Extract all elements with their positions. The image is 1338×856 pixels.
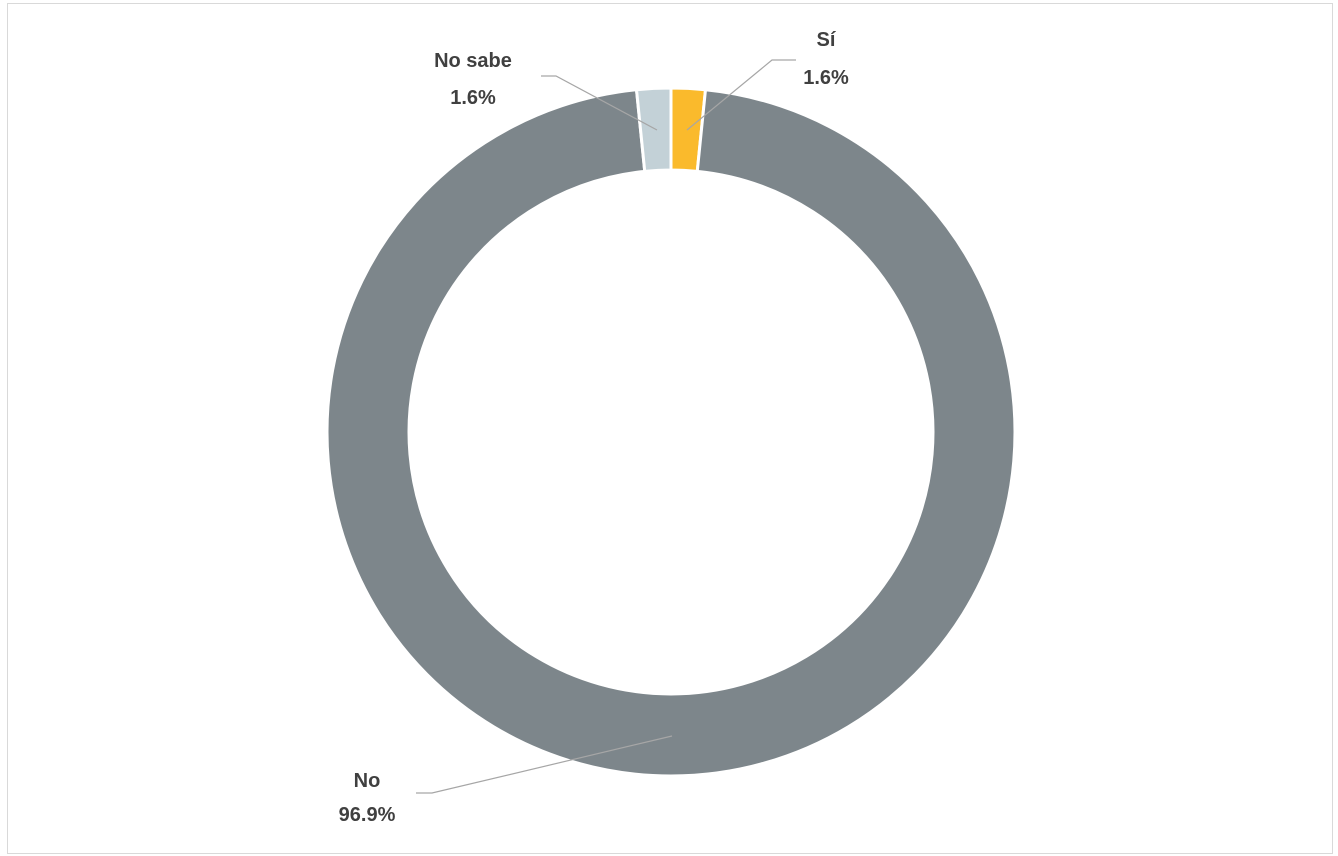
data-label-category: No sabe <box>434 50 512 72</box>
leader-line <box>541 75 658 131</box>
slice-no-sabe <box>634 86 673 173</box>
data-labels: Sí 1.6% No 96.9% No sabe 1.6% <box>339 29 849 826</box>
data-label-value: 1.6% <box>803 67 849 89</box>
data-label-category: No <box>354 770 381 792</box>
leader-line <box>416 735 673 794</box>
slice-no <box>325 88 1017 778</box>
data-label-value: 1.6% <box>450 87 496 109</box>
data-label-category: Sí <box>817 29 837 51</box>
leader-lines <box>416 59 796 794</box>
data-label-value: 96.9% <box>339 804 396 826</box>
donut-slices <box>325 86 1017 778</box>
leader-line <box>686 59 796 131</box>
